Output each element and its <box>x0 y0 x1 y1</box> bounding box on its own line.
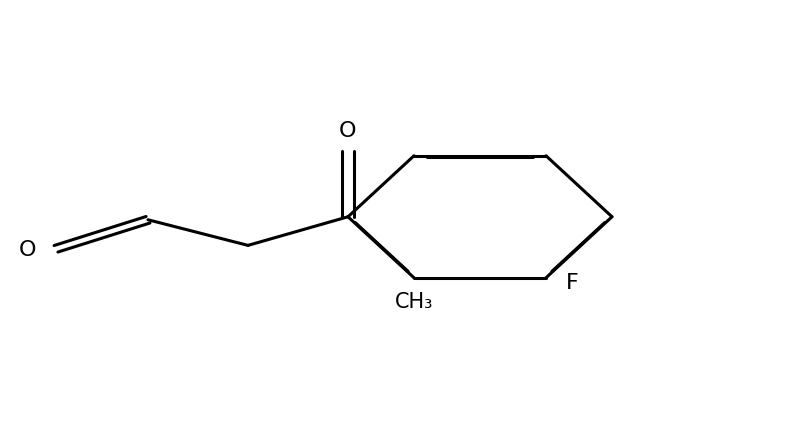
Text: O: O <box>18 239 36 259</box>
Text: F: F <box>566 272 578 292</box>
Text: O: O <box>339 121 357 141</box>
Text: CH₃: CH₃ <box>395 292 433 312</box>
